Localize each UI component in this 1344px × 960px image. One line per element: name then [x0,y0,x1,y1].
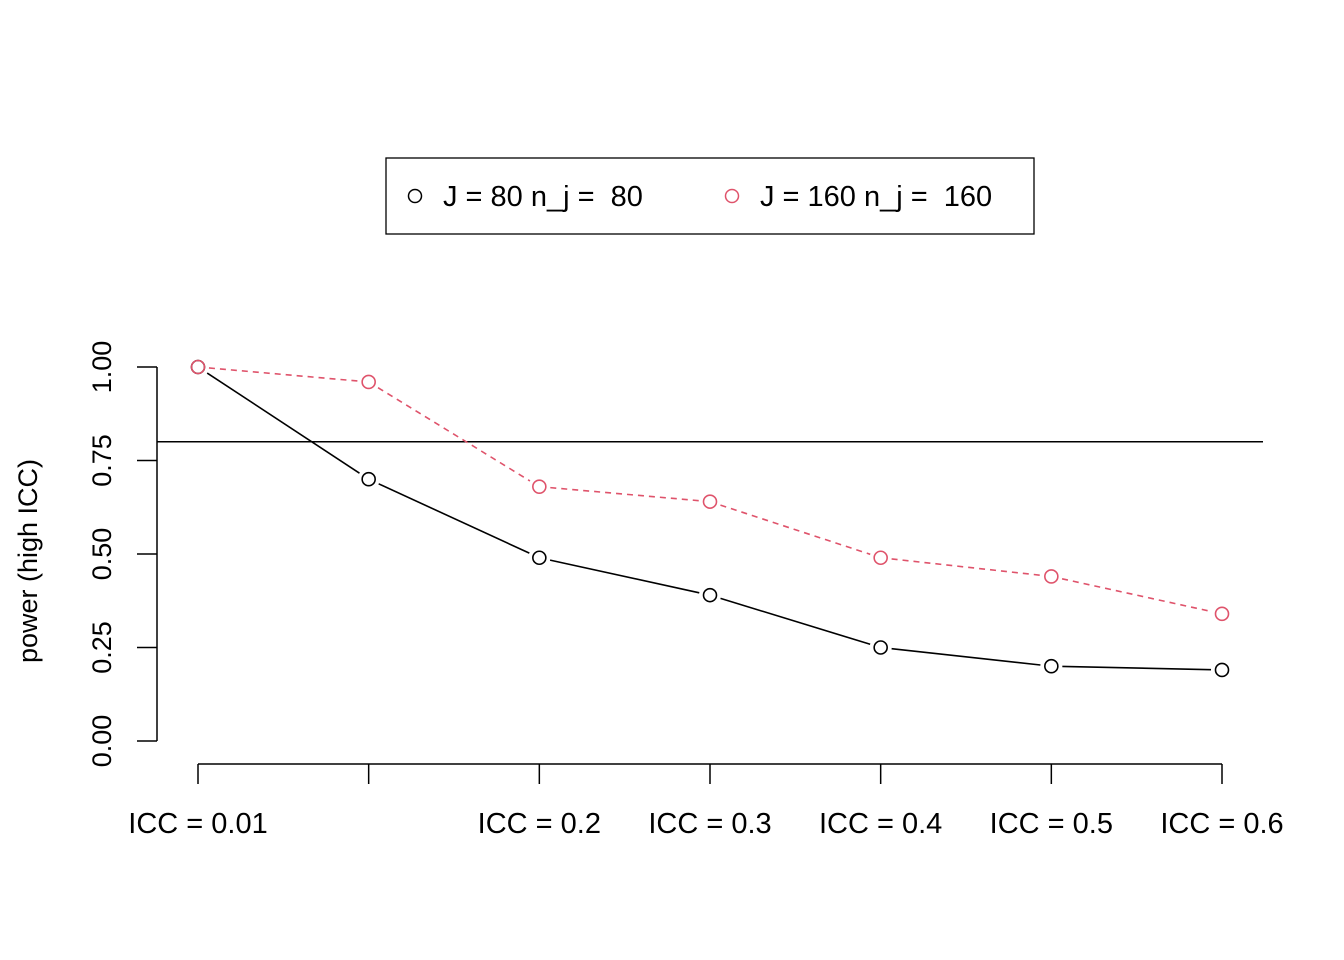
x-tick-label: ICC = 0.5 [990,808,1113,840]
series-2-segment [377,387,531,482]
series-2-point [873,550,888,566]
y-tick-label: 0.75 [87,434,117,487]
legend-marker-series-2 [724,188,740,204]
series-1-point [702,587,718,603]
series-2-segment [208,367,358,382]
y-tick-label: 1.00 [87,341,117,394]
series-2-segment [550,486,700,502]
legend-label-series-1: J = 80 n_j = 80 [443,181,643,213]
legend-box [385,157,1035,235]
series-2-point [190,359,206,375]
series-2-point [1214,606,1230,622]
series-1-point [1044,658,1059,674]
series-1-point [361,471,376,487]
series-1-point [1214,662,1230,678]
series-1-segment [206,372,360,474]
x-tick-label: ICC = 0.3 [648,808,771,840]
y-axis: 0.00 0.25 0.50 0.75 1.00 [87,341,158,768]
series-1-segment [549,559,700,594]
series-2-point [1044,569,1059,584]
y-tick-label: 0.25 [87,621,117,674]
series-1-segment [891,647,1041,666]
y-tick-label: 0.50 [87,528,117,581]
x-tick-label: ICC = 0.2 [478,808,601,840]
series-1-segment [378,483,530,554]
series-2-point [361,374,376,390]
series-1-point [532,550,547,566]
series-2-segment [1061,578,1212,613]
series-2-segment [891,558,1041,577]
series-2-segment [720,504,871,556]
y-axis-label: power (high ICC) [13,459,43,663]
x-tick-label: ICC = 0.4 [819,808,942,840]
series-1-segment [1062,665,1212,671]
y-tick-label: 0.00 [87,715,117,768]
legend-label-series-2: J = 160 n_j = 160 [760,181,992,213]
legend: J = 80 n_j = 80 J = 160 n_j = 160 [385,157,1035,235]
x-tick-label: ICC = 0.6 [1160,808,1283,840]
series-2-point [702,494,718,509]
series-2-point [532,479,547,494]
series-1 [190,359,1230,678]
x-axis: ICC = 0.01 ICC = 0.2 ICC = 0.3 ICC = 0.4 ICC… [128,763,1284,840]
series-1-point [873,640,888,655]
x-tick-label: ICC = 0.01 [128,808,267,840]
series-2 [190,359,1230,622]
series-1-segment [720,597,871,646]
series-layer [190,359,1230,678]
legend-marker-series-1 [407,188,423,204]
